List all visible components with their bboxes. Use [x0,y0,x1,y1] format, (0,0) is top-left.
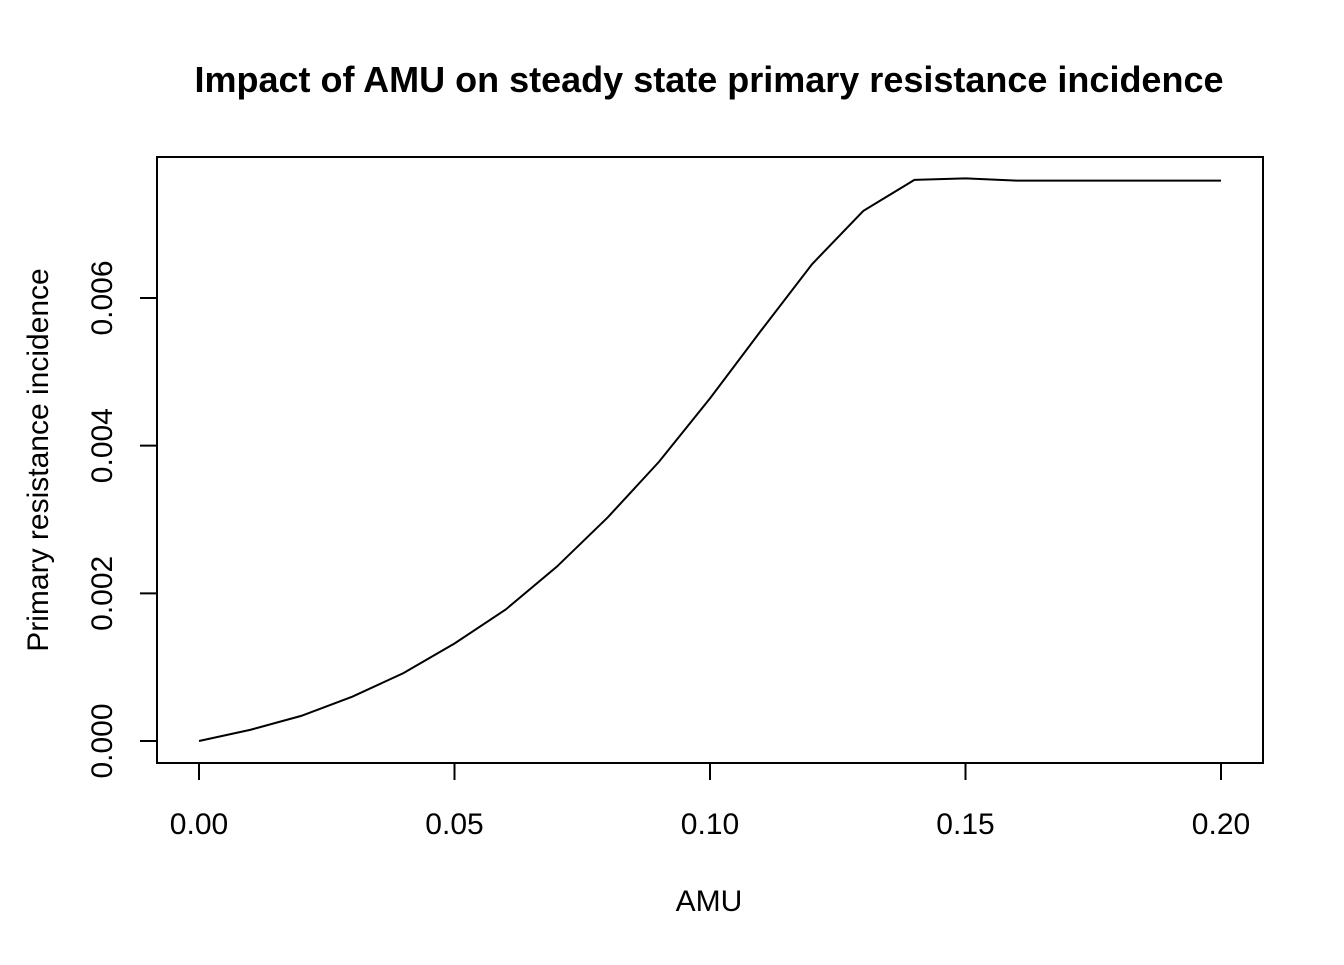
y-tick-label: 0.000 [86,703,119,778]
x-axis: 0.00 0.05 0.10 0.15 0.20 [170,762,1250,841]
y-tick-label: 0.004 [86,408,119,483]
series-line [198,177,1221,742]
chart-title: Impact of AMU on steady state primary re… [194,59,1223,100]
x-tick-label: 0.00 [170,808,228,841]
y-axis: 0.000 0.002 0.004 0.006 [86,260,158,779]
x-tick-label: 0.20 [1192,808,1250,841]
x-axis-label: AMU [676,885,743,918]
y-tick-label: 0.006 [86,260,119,335]
y-tick-label: 0.002 [86,556,119,631]
x-tick-label: 0.15 [936,808,994,841]
x-tick-label: 0.05 [425,808,483,841]
plot-frame [156,156,1264,764]
series-layer [198,177,1221,742]
x-tick-label: 0.10 [681,808,739,841]
y-axis-label: Primary resistance incidence [22,268,55,651]
